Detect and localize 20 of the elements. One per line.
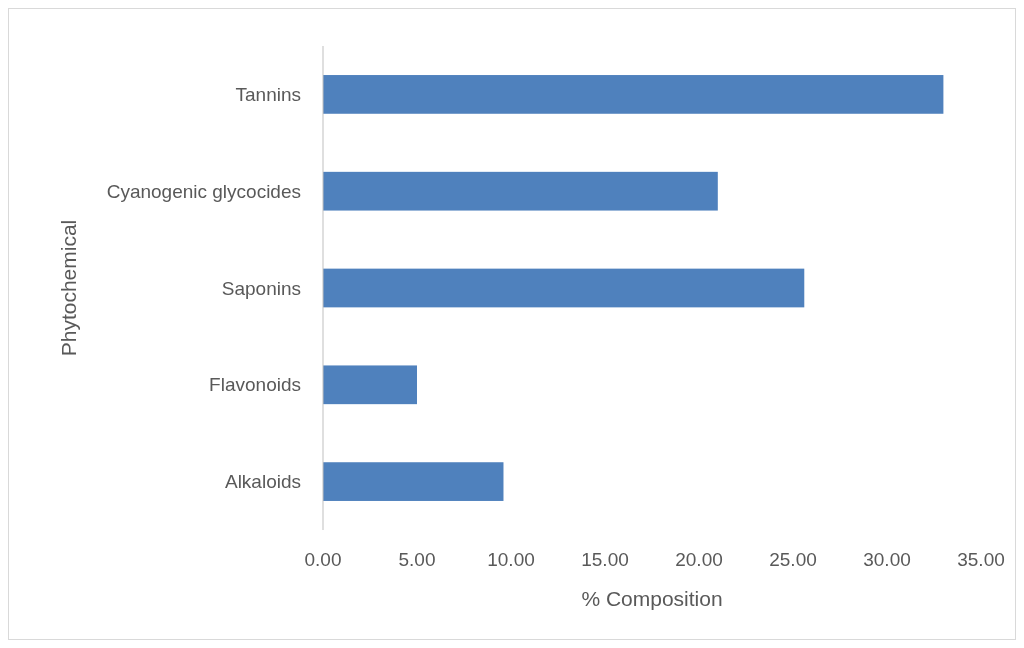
x-tick-label: 5.00: [398, 549, 436, 570]
x-tick-label: 0.00: [304, 549, 342, 570]
x-tick-label: 35.00: [957, 549, 1005, 570]
y-tick-label: Saponins: [221, 277, 301, 299]
y-tick-label: Cyanogenic glycocides: [106, 180, 301, 202]
x-tick-label: 30.00: [863, 549, 911, 570]
y-axis-title: Phytochemical: [57, 219, 80, 357]
x-tick-label: 15.00: [581, 549, 629, 570]
x-axis-title: % Composition: [581, 587, 723, 610]
bar: [323, 75, 944, 114]
bar: [323, 462, 504, 501]
y-tick-label: Tannins: [235, 84, 301, 106]
y-tick-label: Flavonoids: [209, 374, 301, 396]
y-tick-label: Alkaloids: [224, 471, 301, 493]
x-tick-label: 25.00: [769, 549, 817, 570]
bar: [323, 268, 805, 308]
bar: [323, 365, 417, 405]
bar: [323, 171, 718, 211]
x-tick-label: 10.00: [487, 549, 535, 570]
x-tick-label: 20.00: [675, 549, 723, 570]
